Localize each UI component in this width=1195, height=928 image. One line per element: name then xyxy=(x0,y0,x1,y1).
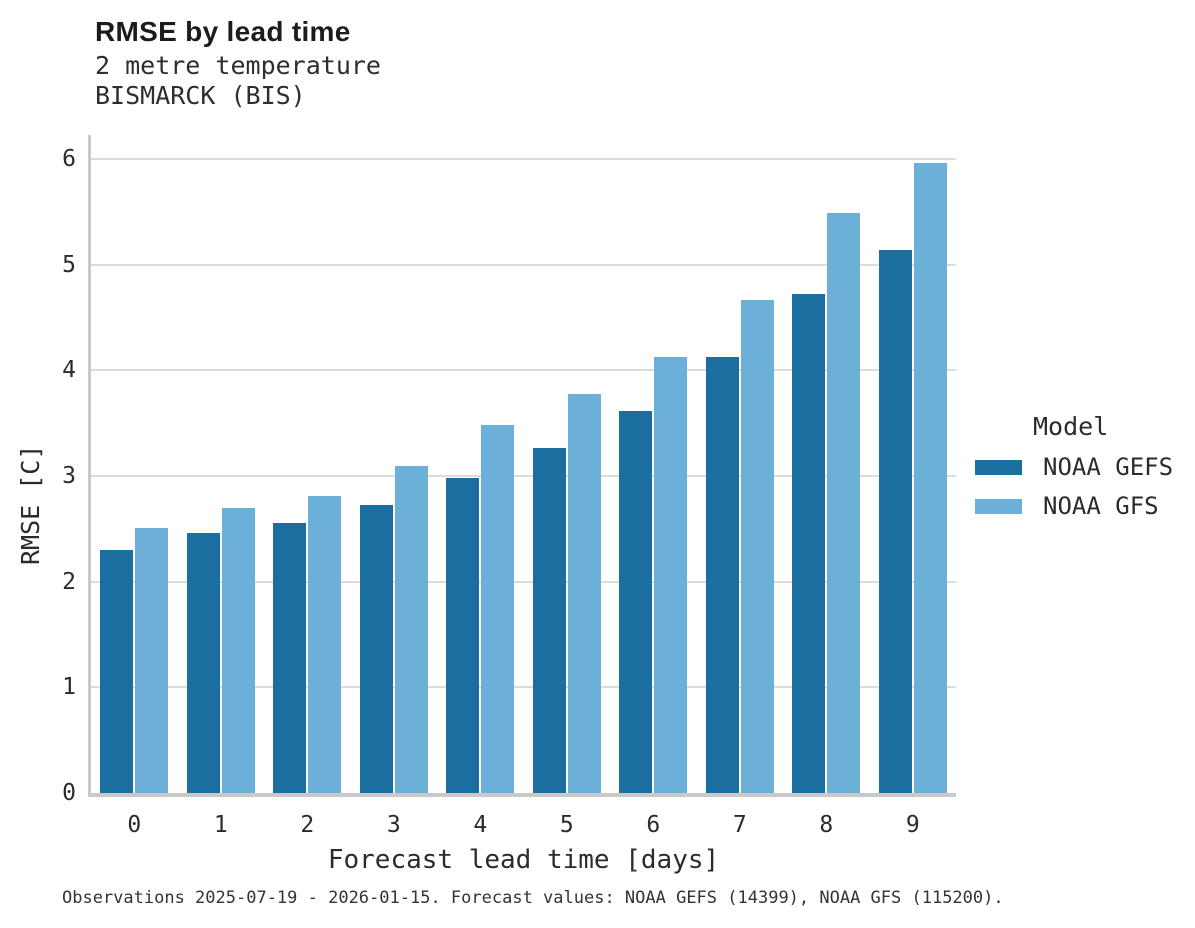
x-tick-label-2: 2 xyxy=(300,812,315,838)
x-tick-label-1: 1 xyxy=(213,812,228,838)
bar-noaa-gefs-lead-2 xyxy=(273,522,307,793)
plot-area xyxy=(91,137,956,793)
bar-group-lead-8 xyxy=(783,137,870,793)
subtitle-variable: 2 metre temperature xyxy=(95,51,381,80)
bar-noaa-gfs-lead-8 xyxy=(827,213,861,793)
bar-group-lead-9 xyxy=(870,137,957,793)
legend-label: NOAA GFS xyxy=(1043,492,1159,520)
bar-group-lead-3 xyxy=(351,137,438,793)
footer-caption: Observations 2025-07-19 - 2026-01-15. Fo… xyxy=(62,888,1004,908)
legend-item-noaa-gefs: NOAA GEFS xyxy=(975,453,1173,481)
gridline-y-1 xyxy=(91,686,956,689)
legend-swatch-icon xyxy=(975,498,1022,514)
bar-noaa-gefs-lead-1 xyxy=(186,533,220,793)
gridline-y-6 xyxy=(91,158,956,161)
x-tick-label-4: 4 xyxy=(473,812,488,838)
gridline-y-3 xyxy=(91,475,956,478)
y-tick-label-6: 6 xyxy=(62,146,76,173)
bar-group-lead-4 xyxy=(437,137,524,793)
y-tick-label-0: 0 xyxy=(62,780,76,806)
x-tick-label-9: 9 xyxy=(905,812,920,838)
chart-subtitle: 2 metre temperature BISMARCK (BIS) xyxy=(95,51,381,111)
gridline-y-2 xyxy=(91,580,956,583)
bar-noaa-gefs-lead-6 xyxy=(619,410,653,793)
bar-noaa-gefs-lead-5 xyxy=(532,447,566,793)
bar-noaa-gfs-lead-4 xyxy=(481,425,515,793)
bar-noaa-gfs-lead-3 xyxy=(394,465,428,793)
x-tick-label-7: 7 xyxy=(732,812,747,838)
bar-noaa-gefs-lead-0 xyxy=(100,550,134,793)
legend-label: NOAA GEFS xyxy=(1043,453,1174,481)
x-tick-label-3: 3 xyxy=(386,812,401,838)
legend-swatch-icon xyxy=(975,459,1022,475)
bar-noaa-gfs-lead-1 xyxy=(221,507,255,793)
gridline-y-5 xyxy=(91,263,956,266)
subtitle-station: BISMARCK (BIS) xyxy=(95,81,306,110)
bar-noaa-gefs-lead-9 xyxy=(878,250,912,793)
x-axis-spine xyxy=(88,793,956,797)
x-tick-label-5: 5 xyxy=(559,812,574,838)
bar-group-lead-7 xyxy=(697,137,784,793)
bar-noaa-gefs-lead-7 xyxy=(705,356,739,793)
y-tick-label-4: 4 xyxy=(62,357,76,384)
y-axis-spine xyxy=(88,135,91,797)
bar-group-lead-0 xyxy=(91,137,178,793)
legend: Model NOAA GEFS NOAA GFS xyxy=(975,412,1173,520)
x-axis-tick-labels: 0 1 2 3 4 5 6 7 8 9 xyxy=(91,812,956,844)
bar-noaa-gefs-lead-4 xyxy=(446,478,480,793)
y-axis-tick-labels: 0 1 2 3 4 5 6 xyxy=(0,137,76,806)
bar-noaa-gfs-lead-7 xyxy=(740,299,774,793)
bar-group-lead-1 xyxy=(178,137,265,793)
y-tick-label-1: 1 xyxy=(62,674,76,701)
y-tick-label-3: 3 xyxy=(62,463,76,490)
bar-group-lead-6 xyxy=(610,137,697,793)
x-tick-label-0: 0 xyxy=(127,812,142,838)
x-tick-label-8: 8 xyxy=(819,812,834,838)
gridline-y-4 xyxy=(91,369,956,372)
bar-noaa-gfs-lead-0 xyxy=(135,527,169,793)
bar-noaa-gfs-lead-6 xyxy=(654,356,688,793)
bar-noaa-gfs-lead-9 xyxy=(913,163,947,793)
bar-noaa-gefs-lead-3 xyxy=(359,504,393,793)
bar-noaa-gfs-lead-2 xyxy=(308,496,342,793)
y-tick-label-5: 5 xyxy=(62,251,76,278)
y-tick-label-2: 2 xyxy=(62,568,76,595)
legend-item-noaa-gfs: NOAA GFS xyxy=(975,492,1173,520)
x-tick-label-6: 6 xyxy=(646,812,661,838)
bar-group-lead-2 xyxy=(264,137,351,793)
legend-title: Model xyxy=(1033,412,1109,441)
x-axis-title: Forecast lead time [days] xyxy=(327,845,720,875)
chart-title: RMSE by lead time xyxy=(95,16,351,47)
bar-group-lead-5 xyxy=(524,137,611,793)
bar-noaa-gfs-lead-5 xyxy=(567,393,601,793)
bar-noaa-gefs-lead-8 xyxy=(792,294,826,793)
